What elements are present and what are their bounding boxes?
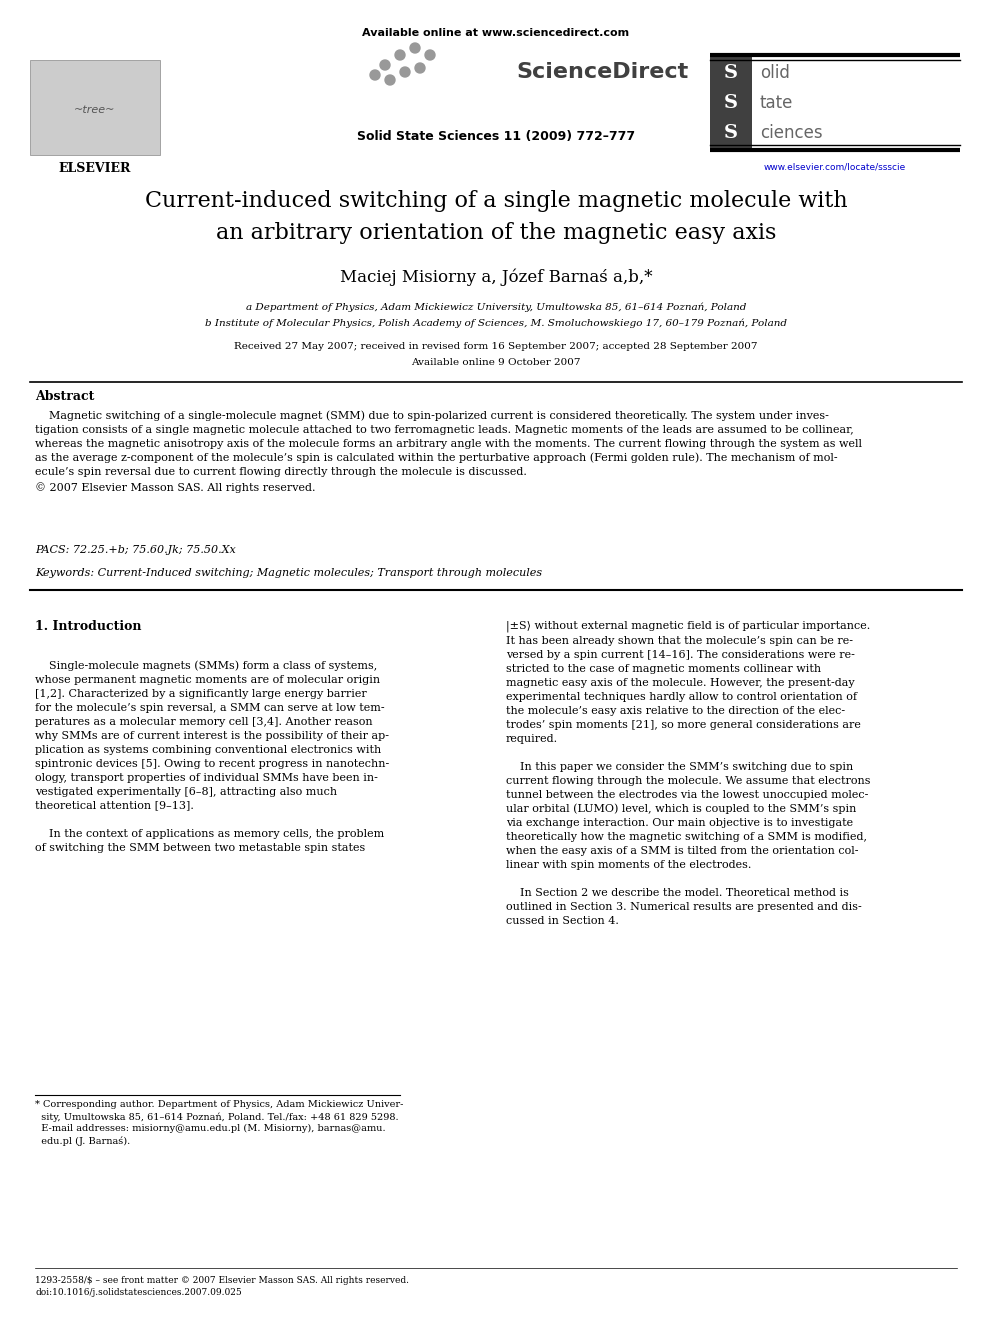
Text: ScienceDirect: ScienceDirect <box>516 62 688 82</box>
Text: an arbitrary orientation of the magnetic easy axis: an arbitrary orientation of the magnetic… <box>216 222 776 243</box>
Text: Available online at www.sciencedirect.com: Available online at www.sciencedirect.co… <box>362 28 630 38</box>
Text: ciences: ciences <box>760 124 822 142</box>
Text: ~tree~: ~tree~ <box>74 105 116 115</box>
Circle shape <box>415 64 425 73</box>
Text: Available online 9 October 2007: Available online 9 October 2007 <box>412 359 580 366</box>
Text: a Department of Physics, Adam Mickiewicz University, Umultowska 85, 61–614 Pozna: a Department of Physics, Adam Mickiewicz… <box>246 302 746 311</box>
Text: Keywords: Current-Induced switching; Magnetic molecules; Transport through molec: Keywords: Current-Induced switching; Mag… <box>35 568 542 578</box>
Text: b Institute of Molecular Physics, Polish Academy of Sciences, M. Smoluchowskiego: b Institute of Molecular Physics, Polish… <box>205 318 787 328</box>
Text: Received 27 May 2007; received in revised form 16 September 2007; accepted 28 Se: Received 27 May 2007; received in revise… <box>234 343 758 351</box>
Circle shape <box>380 60 390 70</box>
Text: 1293-2558/$ – see front matter © 2007 Elsevier Masson SAS. All rights reserved.
: 1293-2558/$ – see front matter © 2007 El… <box>35 1275 409 1297</box>
Text: S: S <box>724 64 738 82</box>
Text: * Corresponding author. Department of Physics, Adam Mickiewicz Univer-
  sity, U: * Corresponding author. Department of Ph… <box>35 1099 404 1146</box>
Text: PACS: 72.25.+b; 75.60.Jk; 75.50.Xx: PACS: 72.25.+b; 75.60.Jk; 75.50.Xx <box>35 545 236 556</box>
Circle shape <box>395 50 405 60</box>
Circle shape <box>385 75 395 85</box>
Bar <box>710 56 752 149</box>
Circle shape <box>370 70 380 79</box>
Text: 1. Introduction: 1. Introduction <box>35 620 142 632</box>
Text: |±S⟩ without external magnetic field is of particular importance.
It has been al: |±S⟩ without external magnetic field is … <box>506 620 871 926</box>
Text: S: S <box>724 124 738 142</box>
Text: Solid State Sciences 11 (2009) 772–777: Solid State Sciences 11 (2009) 772–777 <box>357 130 635 143</box>
Text: Magnetic switching of a single-molecule magnet (SMM) due to spin-polarized curre: Magnetic switching of a single-molecule … <box>35 410 862 492</box>
Text: S: S <box>724 94 738 112</box>
Text: Maciej Misiorny a, Józef Barnaś a,b,*: Maciej Misiorny a, Józef Barnaś a,b,* <box>339 269 653 286</box>
Circle shape <box>425 50 435 60</box>
Text: ELSEVIER: ELSEVIER <box>59 161 131 175</box>
Text: tate: tate <box>760 94 794 112</box>
Text: Current-induced switching of a single magnetic molecule with: Current-induced switching of a single ma… <box>145 191 847 212</box>
Text: www.elsevier.com/locate/ssscie: www.elsevier.com/locate/ssscie <box>764 161 906 171</box>
Text: Abstract: Abstract <box>35 390 94 404</box>
Circle shape <box>410 44 420 53</box>
Text: olid: olid <box>760 64 790 82</box>
Circle shape <box>400 67 410 77</box>
Bar <box>30 60 160 155</box>
Text: Single-molecule magnets (SMMs) form a class of systems,
whose permanent magnetic: Single-molecule magnets (SMMs) form a cl… <box>35 660 389 852</box>
